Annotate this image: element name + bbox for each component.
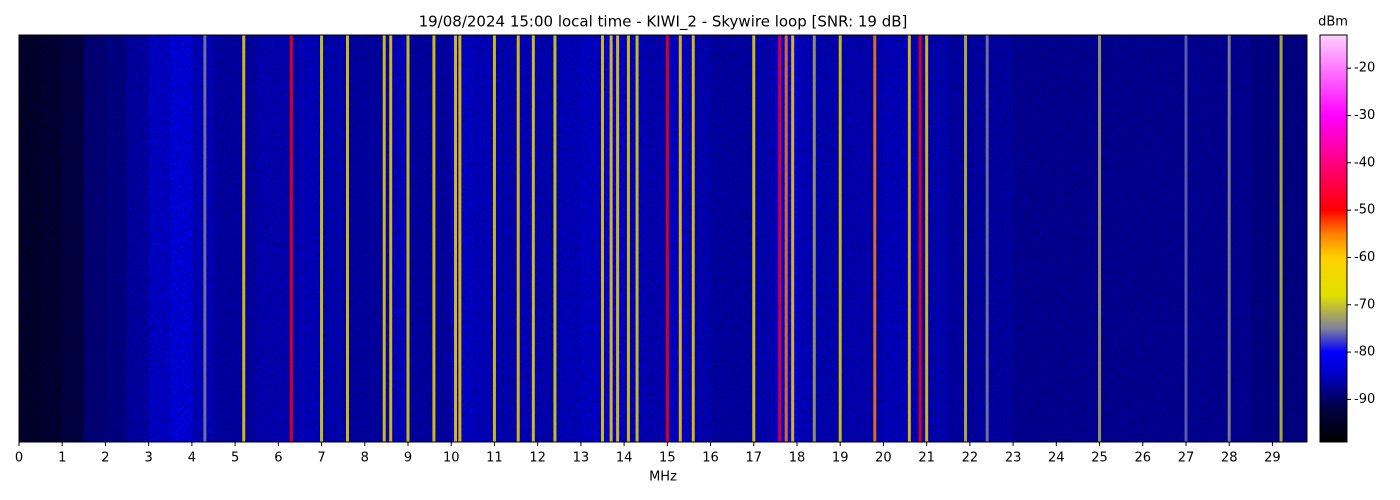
x-axis-label: MHz [649, 470, 677, 485]
signal-line [553, 35, 557, 442]
x-tick-label: 16 [702, 451, 719, 466]
noise-texture [19, 35, 1307, 442]
colorbar-tick-label: -40 [1354, 155, 1375, 170]
x-tick-label: 1 [58, 451, 66, 466]
signal-line [964, 35, 968, 442]
signal-line [635, 35, 639, 442]
signal-line [289, 35, 293, 442]
colorbar [1319, 34, 1348, 443]
x-tick-label: 9 [404, 451, 412, 466]
signal-line [784, 35, 788, 442]
x-tick-label: 11 [486, 451, 503, 466]
x-tick-label: 23 [1005, 451, 1022, 466]
signal-line [203, 35, 207, 442]
x-tick-label: 0 [15, 451, 23, 466]
plot-frame [18, 34, 1308, 443]
signal-line [1227, 35, 1231, 442]
x-tick-label: 29 [1264, 451, 1281, 466]
signal-line [873, 35, 877, 442]
signal-line [458, 35, 462, 442]
x-tick-label: 10 [443, 451, 460, 466]
spectrogram-area [19, 35, 1307, 442]
x-tick-label: 19 [832, 451, 849, 466]
x-tick-label: 26 [1134, 451, 1151, 466]
signal-line [752, 35, 756, 442]
signal-line [389, 35, 393, 442]
x-tick-label: 24 [1048, 451, 1065, 466]
signal-line [678, 35, 682, 442]
signal-line [838, 35, 842, 442]
signal-line [791, 35, 795, 442]
x-tick-label: 6 [274, 451, 282, 466]
signal-line [609, 35, 613, 442]
x-tick-label: 27 [1178, 451, 1195, 466]
signal-line [382, 35, 386, 442]
x-tick-label: 14 [616, 451, 633, 466]
signal-line [600, 35, 604, 442]
signal-line [432, 35, 436, 442]
x-tick-label: 3 [145, 451, 153, 466]
chart-title: 19/08/2024 15:00 local time - KIWI_2 - S… [419, 13, 908, 32]
signal-line [626, 35, 630, 442]
x-tick-label: 15 [659, 451, 676, 466]
x-tick-label: 8 [361, 451, 369, 466]
x-tick-label: 2 [101, 451, 109, 466]
x-tick-label: 17 [745, 451, 762, 466]
x-tick-label: 21 [918, 451, 935, 466]
colorbar-tick-label: -70 [1354, 297, 1375, 312]
colorbar-label: dBm [1318, 15, 1348, 30]
x-tick-label: 12 [529, 451, 546, 466]
signal-line [1279, 35, 1283, 442]
colorbar-tick-label: -80 [1354, 345, 1375, 360]
signal-line [516, 35, 520, 442]
x-tick-label: 28 [1221, 451, 1238, 466]
colorbar-tick-label: -30 [1354, 108, 1375, 123]
signal-line [616, 35, 620, 442]
x-tick-label: 18 [789, 451, 806, 466]
colorbar-tick-label: -50 [1354, 203, 1375, 218]
signal-line [242, 35, 246, 442]
colorbar-tick-label: -90 [1354, 392, 1375, 407]
signal-line [1184, 35, 1188, 442]
signal-line [985, 35, 989, 442]
x-tick-label: 4 [188, 451, 196, 466]
colorbar-tick-label: -20 [1354, 61, 1375, 76]
x-tick-label: 20 [875, 451, 892, 466]
signal-line [531, 35, 535, 442]
signal-line [1098, 35, 1102, 442]
signal-line [320, 35, 324, 442]
x-tick-label: 5 [231, 451, 239, 466]
signal-line [925, 35, 929, 442]
x-tick-label: 22 [962, 451, 979, 466]
signal-line [345, 35, 349, 442]
signal-line [918, 35, 922, 442]
colorbar-tick-label: -60 [1354, 250, 1375, 265]
x-tick-label: 13 [573, 451, 590, 466]
signal-line [454, 35, 458, 442]
signal-line [778, 35, 782, 442]
signal-line [812, 35, 816, 442]
signal-line [907, 35, 911, 442]
x-tick-label: 7 [317, 451, 325, 466]
signal-line [665, 35, 669, 442]
signal-line [492, 35, 496, 442]
signal-line [691, 35, 695, 442]
signal-line [406, 35, 410, 442]
x-tick-label: 25 [1091, 451, 1108, 466]
